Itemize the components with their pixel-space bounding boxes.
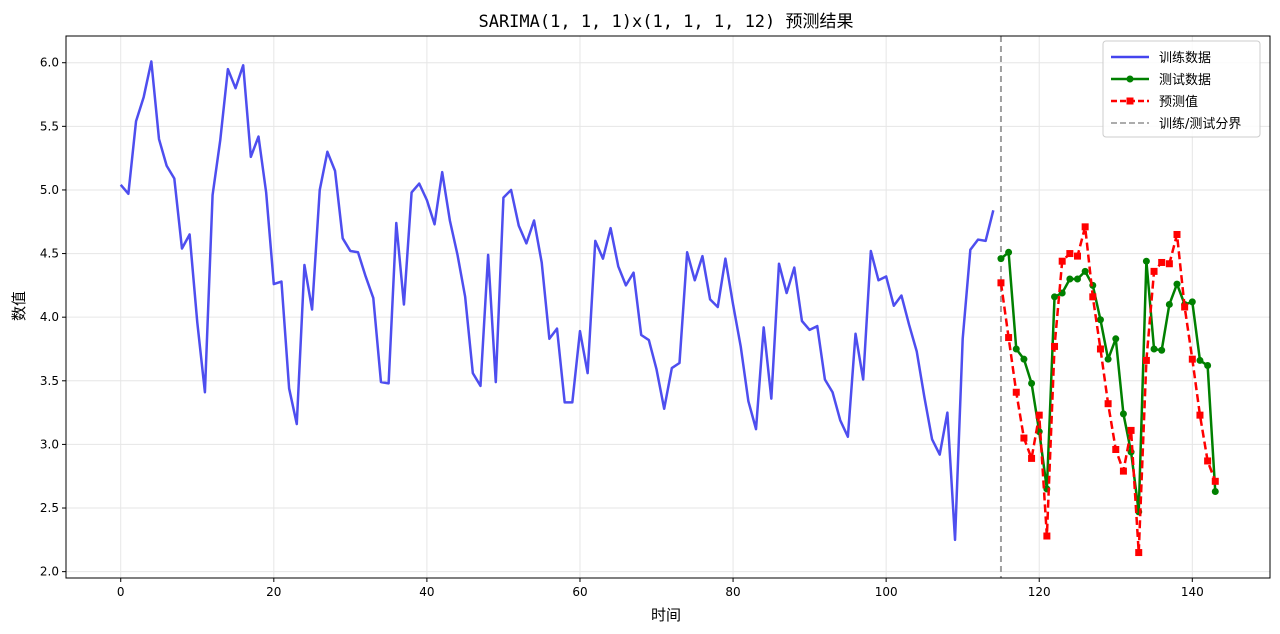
forecast-series-point <box>1066 250 1074 258</box>
legend-forecast: 预测值 <box>1111 94 1198 110</box>
y-tick-label: 5.5 <box>40 119 59 133</box>
legend-test-label: 测试数据 <box>1159 73 1211 88</box>
forecast-series-point <box>1181 303 1189 311</box>
x-tick-label: 120 <box>1028 585 1051 599</box>
y-tick-label: 3.0 <box>40 437 59 451</box>
test-series-point <box>1112 335 1120 343</box>
test-series-point <box>1073 275 1081 283</box>
test-series-point <box>1028 379 1036 387</box>
test-series-point <box>1173 280 1181 288</box>
y-tick-label: 5.0 <box>40 183 59 197</box>
forecast-series-point <box>1142 356 1150 364</box>
legend-box <box>1102 40 1261 138</box>
legend-train: 训练数据 <box>1111 51 1211 66</box>
test-series-point <box>1081 267 1089 275</box>
forecast-series-point <box>1058 257 1066 265</box>
forecast-series-point <box>1028 454 1036 462</box>
x-axis-label: 时间 <box>651 606 681 624</box>
legend-train-label: 训练数据 <box>1159 51 1211 66</box>
test-series-point <box>1012 345 1020 353</box>
forecast-series-point <box>1112 445 1120 453</box>
legend-split-label: 训练/测试分界 <box>1159 117 1241 132</box>
forecast-series-point <box>1096 345 1104 353</box>
legend-test: 测试数据 <box>1111 73 1211 88</box>
test-series-point <box>1165 300 1173 308</box>
y-tick-label: 6.0 <box>40 56 59 70</box>
forecast-series-point <box>1150 267 1158 275</box>
forecast-series-point <box>1073 252 1081 260</box>
legend-forecast-label: 预测值 <box>1159 94 1198 110</box>
forecast-series-point <box>1188 355 1196 363</box>
test-series-point <box>1051 293 1059 301</box>
test-series-point <box>1158 346 1166 354</box>
forecast-series-point <box>1043 532 1051 540</box>
x-tick-label: 140 <box>1181 585 1204 599</box>
legend-test-marker <box>1126 75 1134 83</box>
axis-ticks: 0 20 40 60 80 100 120 140 2.0 2.5 3.0 3.5 4.0 4.5 5.0 5… <box>40 56 1204 599</box>
forecast-series-point <box>1005 334 1013 342</box>
test-series-point <box>1104 355 1112 363</box>
forecast-series-point <box>997 279 1005 287</box>
forecast-series-point <box>1158 258 1166 266</box>
test-series-point <box>1005 248 1013 256</box>
forecast-series-point <box>1035 411 1043 419</box>
x-tick-label: 60 <box>572 585 587 599</box>
x-tick-label: 20 <box>266 585 281 599</box>
y-tick-label: 4.0 <box>40 310 59 324</box>
test-series-point <box>1096 316 1104 324</box>
x-tick-label: 80 <box>725 585 740 599</box>
test-series-point <box>997 255 1005 263</box>
forecast-series-point <box>1173 230 1181 238</box>
forecast-series-point <box>1012 388 1020 396</box>
test-series-point <box>1196 356 1204 364</box>
forecast-series-point <box>1204 457 1212 465</box>
x-tick-label: 100 <box>875 585 898 599</box>
chart-title: SARIMA(1, 1, 1)x(1, 1, 1, 12) 预测结果 <box>478 12 853 32</box>
forecast-series-point <box>1104 400 1112 408</box>
x-tick-label: 0 <box>117 585 125 599</box>
legend-forecast-marker <box>1126 97 1134 105</box>
x-tick-label: 40 <box>419 585 434 599</box>
forecast-series-point <box>1051 342 1059 350</box>
test-series-point <box>1142 257 1150 265</box>
forecast-series-point <box>1211 477 1219 485</box>
plot-series <box>119 36 1219 578</box>
forecast-series-point <box>1165 260 1173 268</box>
y-axis-label: 数值 <box>10 291 28 321</box>
test-series-point <box>1119 410 1127 418</box>
y-tick-label: 2.5 <box>40 501 59 515</box>
forecast-series-point <box>1089 293 1097 301</box>
test-series-point <box>1211 487 1219 495</box>
test-series-point <box>1188 298 1196 306</box>
forecast-series-point <box>1127 426 1135 434</box>
y-tick-label: 2.0 <box>40 565 59 579</box>
test-series-point <box>1204 362 1212 370</box>
test-series-point <box>1020 355 1028 363</box>
forecast-series-point <box>1081 223 1089 231</box>
plot-frame <box>65 35 1271 579</box>
train-series-line <box>119 60 995 542</box>
legend-split: 训练/测试分界 <box>1111 117 1241 132</box>
test-series-point <box>1066 275 1074 283</box>
y-tick-label: 3.5 <box>40 374 59 388</box>
forecast-series-point <box>1135 549 1143 557</box>
test-series-point <box>1150 345 1158 353</box>
forecast-series-point <box>1020 434 1028 442</box>
forecast-series-point <box>1196 411 1204 419</box>
forecast-series-point <box>1119 467 1127 475</box>
y-tick-label: 4.5 <box>40 247 59 261</box>
